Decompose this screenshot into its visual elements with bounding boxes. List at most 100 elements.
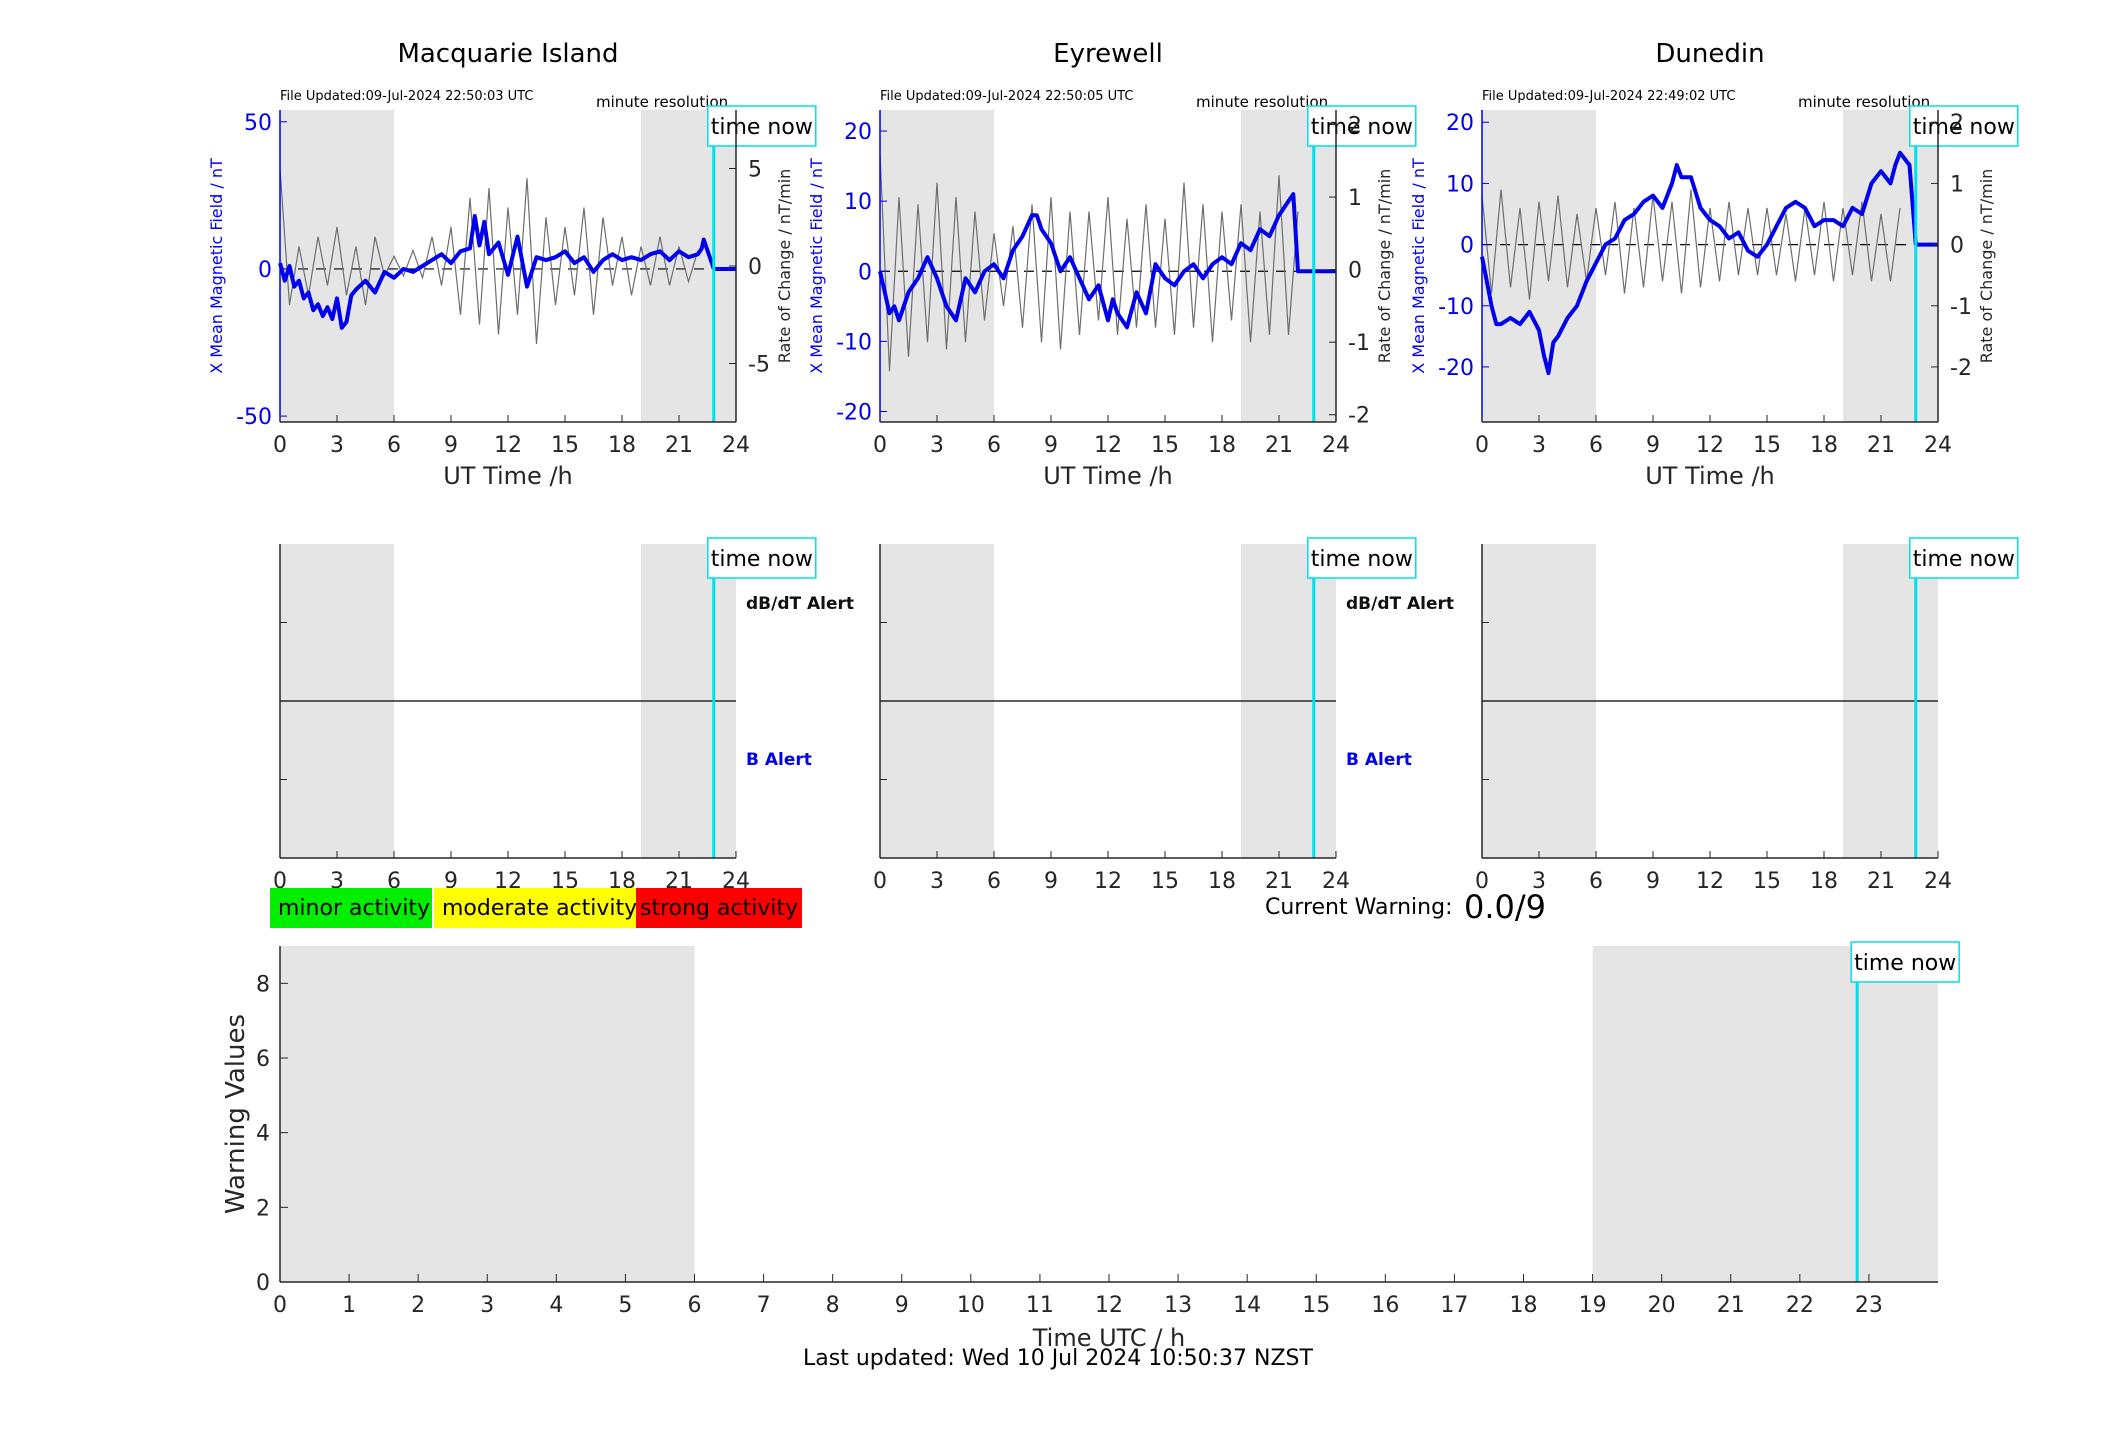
- left-y-tick-label: 10: [1446, 172, 1474, 197]
- moderate-activity-label: moderate activity: [442, 896, 637, 921]
- station-title: Macquarie Island: [397, 39, 618, 69]
- station-title: Eyrewell: [1053, 39, 1163, 69]
- time-now-label: time now: [1913, 547, 2015, 572]
- minor-activity-swatch: [270, 888, 432, 928]
- x-axis-label: UT Time /h: [1645, 462, 1775, 490]
- x-tick-label: 3: [930, 433, 944, 458]
- warning-x-tick-label: 17: [1440, 1293, 1468, 1318]
- file-updated-text: File Updated:09-Jul-2024 22:50:03 UTC: [280, 89, 533, 104]
- x-tick-label: 12: [1094, 433, 1122, 458]
- dbdt-alert-label: dB/dT Alert: [746, 594, 854, 614]
- night-shading: [1592, 946, 1938, 1282]
- x-tick-label: 9: [1646, 433, 1660, 458]
- left-y-tick-label: 0: [1460, 234, 1474, 259]
- warning-x-tick-label: 7: [757, 1293, 771, 1318]
- b-alert-label: B Alert: [746, 750, 812, 770]
- x-tick-label: 15: [551, 433, 579, 458]
- dbdt-alert-label: dB/dT Alert: [1346, 594, 1454, 614]
- warning-y-tick-label: 6: [256, 1047, 270, 1072]
- x-tick-label: 21: [1265, 869, 1293, 894]
- right-y-tick-label: 1: [1348, 186, 1362, 211]
- x-tick-label: 15: [1151, 433, 1179, 458]
- time-now-box: [1307, 105, 1417, 147]
- time-now-box: [1850, 941, 1960, 983]
- left-y-tick-label: 0: [858, 260, 872, 285]
- rate-of-change-line: [1481, 189, 1901, 300]
- x-axis-label: UT Time /h: [443, 462, 573, 490]
- time-now-box: [1909, 105, 2019, 147]
- panel-layer: Macquarie Island File Updated:09-Jul-2024…: [207, 39, 2019, 490]
- right-y-tick-label: -2: [1348, 404, 1370, 429]
- left-y-tick-label: 20: [844, 120, 872, 145]
- warning-x-tick-label: 1: [342, 1293, 356, 1318]
- minute-resolution-label: minute resolution: [596, 93, 728, 111]
- x-tick-label: 24: [1322, 433, 1350, 458]
- station-panel-eyrewell: Eyrewell File Updated:09-Jul-2024 22:50:0…: [807, 39, 1417, 490]
- x-tick-label: 3: [330, 433, 344, 458]
- left-y-tick-label: -10: [1438, 295, 1474, 320]
- right-y-tick-label: 2: [1348, 114, 1362, 139]
- x-tick-label: 6: [387, 433, 401, 458]
- station-panel-macquarie-island: Macquarie Island File Updated:09-Jul-2024…: [207, 39, 817, 490]
- warning-x-tick-label: 22: [1786, 1293, 1814, 1318]
- alert-panel-dunedin: time now 0 3 6 9 12 15 18 21 24: [1475, 537, 2019, 894]
- x-tick-label: 12: [1094, 869, 1122, 894]
- right-y-tick-label: 0: [748, 255, 762, 280]
- b-alert-label: B Alert: [1346, 750, 1412, 770]
- x-tick-label: 15: [1151, 869, 1179, 894]
- night-shading: [280, 110, 394, 422]
- warning-x-tick-label: 10: [957, 1293, 985, 1318]
- left-y-tick-label: -50: [236, 405, 272, 430]
- left-y-tick-label: 50: [244, 111, 272, 136]
- alert-panel-layer: time now 0 3 6 9 12 15 18 21 24 dB/dT Alert B Alert…: [273, 537, 2019, 894]
- right-y-axis-label: Rate of Change / nT/min: [775, 169, 794, 364]
- x-axis-label: UT Time /h: [1043, 462, 1173, 490]
- x-tick-label: 12: [1696, 433, 1724, 458]
- strong-activity-swatch: [636, 888, 802, 928]
- x-tick-label: 24: [1322, 869, 1350, 894]
- mean-field-line: [1480, 150, 1918, 376]
- left-y-tick-label: 20: [1446, 111, 1474, 136]
- warning-x-tick-label: 18: [1510, 1293, 1538, 1318]
- x-tick-label: 24: [1924, 433, 1952, 458]
- x-tick-label: 0: [1475, 433, 1489, 458]
- minute-resolution-label: minute resolution: [1798, 93, 1930, 111]
- night-shading: [641, 110, 736, 422]
- night-shading: [1843, 110, 1938, 422]
- right-y-tick-label: -1: [1348, 331, 1370, 356]
- x-tick-label: 6: [1589, 433, 1603, 458]
- left-y-axis-label: X Mean Magnetic Field / nT: [207, 158, 226, 374]
- x-tick-label: 21: [1867, 869, 1895, 894]
- right-y-tick-label: 0: [1348, 259, 1362, 284]
- warning-x-tick-label: 23: [1855, 1293, 1883, 1318]
- station-panel-dunedin: Dunedin File Updated:09-Jul-2024 22:49:02…: [1409, 39, 2019, 490]
- x-tick-label: 9: [444, 433, 458, 458]
- warning-y-tick-label: 8: [256, 972, 270, 997]
- warning-x-tick-label: 0: [273, 1293, 287, 1318]
- minor-activity-label: minor activity: [278, 896, 430, 921]
- night-shading: [280, 946, 695, 1282]
- x-tick-label: 12: [494, 433, 522, 458]
- x-tick-label: 3: [1532, 433, 1546, 458]
- warning-x-tick-label: 3: [480, 1293, 494, 1318]
- warning-x-tick-label: 11: [1026, 1293, 1054, 1318]
- time-now-box: [1307, 537, 1417, 579]
- left-y-tick-label: 0: [258, 258, 272, 283]
- warning-x-tick-label: 15: [1302, 1293, 1330, 1318]
- warning-x-tick-label: 16: [1371, 1293, 1399, 1318]
- right-y-tick-label: -1: [1950, 295, 1972, 320]
- x-tick-label: 21: [1265, 433, 1293, 458]
- warning-x-axis-label: Time UTC / h: [1032, 1324, 1186, 1352]
- x-tick-label: 15: [1753, 869, 1781, 894]
- right-y-tick-label: -2: [1950, 356, 1972, 381]
- warning-x-tick-label: 19: [1579, 1293, 1607, 1318]
- x-tick-label: 0: [273, 869, 287, 894]
- activity-legend: minor activity moderate activity strong …: [270, 888, 802, 928]
- right-y-axis-label: Rate of Change / nT/min: [1375, 169, 1394, 364]
- x-tick-label: 18: [1208, 869, 1236, 894]
- warning-y-tick-label: 4: [256, 1122, 270, 1147]
- x-tick-label: 0: [273, 433, 287, 458]
